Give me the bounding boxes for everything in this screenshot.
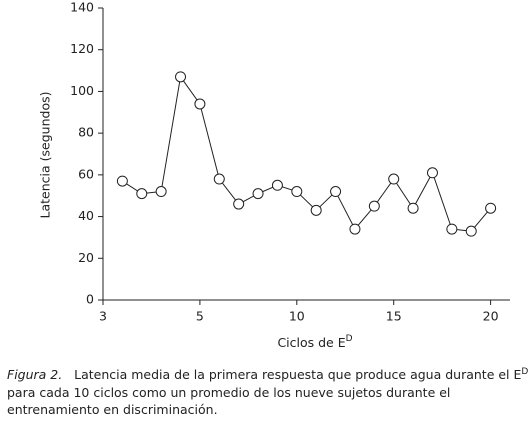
caption-text-end: para cada 10 ciclos como un promedio de … (7, 384, 451, 418)
x-tick-label: 10 (289, 309, 305, 324)
y-axis-label: Latencia (segundos) (38, 92, 53, 219)
x-tick-label: 3 (99, 309, 107, 324)
caption-text: Latencia media de la primera respuesta q… (74, 367, 522, 383)
line (122, 75, 492, 232)
y-tick-label: 100 (70, 83, 94, 98)
marker (407, 202, 419, 214)
marker (426, 167, 438, 179)
y-tick-label: 20 (78, 250, 94, 265)
x-axis-label: Ciclos de ED (277, 334, 352, 350)
marker (330, 186, 342, 198)
y-tick-label: 0 (86, 292, 94, 307)
marker (213, 173, 225, 185)
marker (485, 202, 497, 214)
y-tick-label: 80 (78, 125, 94, 140)
marker (175, 71, 187, 83)
marker (194, 98, 206, 110)
chart: Latencia (segundos) Ciclos de ED 0 20 40 60… (38, 0, 510, 350)
marker (388, 173, 400, 185)
marker (271, 179, 283, 191)
marker (446, 223, 458, 235)
marker (465, 225, 477, 237)
marker (116, 175, 128, 187)
y-tick-label: 40 (78, 208, 94, 223)
x-axis-label-sup: D (346, 334, 353, 344)
marker (291, 186, 303, 198)
marker (155, 186, 167, 198)
x-tick-label: 5 (196, 309, 204, 324)
marker (252, 188, 264, 200)
marker (368, 200, 380, 212)
marker (310, 204, 322, 216)
marker (349, 223, 361, 235)
x-tick-label: 20 (483, 309, 499, 324)
marker (136, 188, 148, 200)
x-tick-label: 15 (386, 309, 402, 324)
marker (233, 198, 245, 210)
x-axis-label-main: Ciclos de E (277, 335, 345, 350)
caption: Figura 2. Latencia media de la primera r… (7, 364, 529, 419)
y-tick-label: 60 (78, 166, 94, 181)
caption-sup: D (521, 367, 529, 377)
y-tick-label: 120 (70, 41, 94, 56)
y-tick-label: 140 (70, 0, 94, 15)
caption-label: Figura 2. (7, 367, 63, 383)
